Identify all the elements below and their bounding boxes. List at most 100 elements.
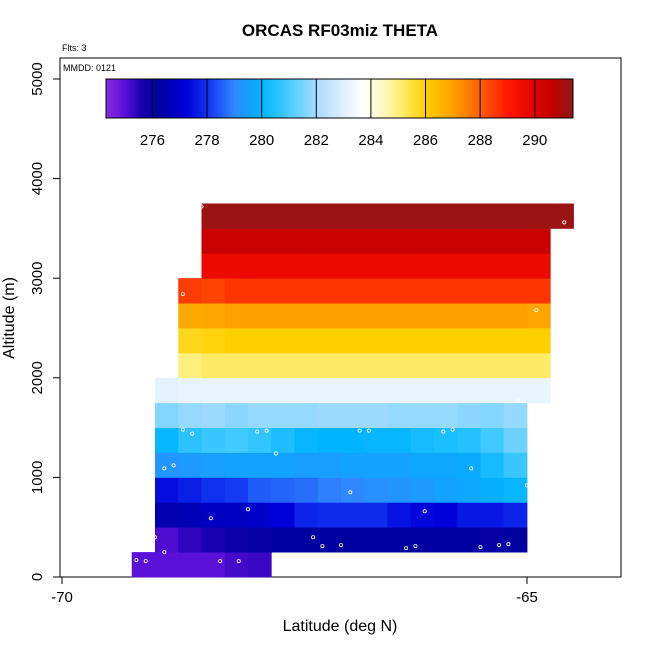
heatmap-cell bbox=[503, 352, 528, 379]
heatmap-cell bbox=[178, 552, 202, 578]
heatmap-cell bbox=[387, 328, 412, 354]
heatmap-cell bbox=[434, 278, 458, 304]
sample-point bbox=[404, 546, 409, 551]
heatmap-cell bbox=[224, 377, 249, 404]
heatmap-cell bbox=[248, 278, 272, 304]
heatmap-cell bbox=[480, 328, 505, 354]
heatmap-cell bbox=[387, 278, 412, 304]
heatmap-cell bbox=[410, 328, 435, 354]
heatmap-cell bbox=[271, 278, 295, 304]
x-axis-label: Latitude (deg N) bbox=[283, 618, 398, 635]
colorbar bbox=[105, 78, 574, 119]
heatmap-cell bbox=[248, 328, 272, 354]
x-tick-label: -70 bbox=[51, 589, 73, 606]
heatmap-cell bbox=[457, 452, 481, 478]
heatmap-cell bbox=[457, 328, 481, 354]
heatmap-cell bbox=[201, 477, 226, 503]
heatmap-cell bbox=[294, 427, 319, 453]
heatmap-cell bbox=[178, 303, 202, 329]
heatmap-cell bbox=[317, 352, 342, 379]
heatmap-cell bbox=[224, 427, 249, 453]
heatmap-cell bbox=[224, 203, 249, 229]
heatmap-cell bbox=[178, 352, 202, 379]
sample-point bbox=[357, 428, 362, 433]
heatmap-cell bbox=[131, 552, 156, 578]
heatmap-cell bbox=[341, 402, 365, 428]
heatmap-cell bbox=[341, 452, 365, 478]
heatmap-cell bbox=[457, 527, 481, 553]
heatmap-cell bbox=[387, 452, 412, 478]
heatmap-cell bbox=[434, 502, 458, 528]
heatmap-cell bbox=[248, 253, 272, 279]
heatmap-cell bbox=[364, 502, 388, 528]
heatmap-cell bbox=[410, 253, 435, 279]
heatmap-cell bbox=[317, 502, 342, 528]
heatmap-cell bbox=[341, 527, 365, 553]
heatmap-cell bbox=[387, 228, 412, 254]
heatmap-cell bbox=[457, 402, 481, 428]
heatmap-cell bbox=[317, 328, 342, 354]
heatmap-cell bbox=[410, 278, 435, 304]
heatmap-cell bbox=[224, 253, 249, 279]
heatmap-cell bbox=[410, 352, 435, 379]
heatmap-cell bbox=[178, 527, 202, 553]
heatmap-cell bbox=[178, 402, 202, 428]
heatmap-cell bbox=[480, 402, 505, 428]
heatmap-cell bbox=[271, 402, 295, 428]
heatmap-cell bbox=[480, 452, 505, 478]
heatmap-cell bbox=[224, 502, 249, 528]
heatmap-cell bbox=[317, 203, 342, 229]
heatmap-cell bbox=[294, 527, 319, 553]
heatmap-cell bbox=[550, 203, 574, 229]
heatmap-cell bbox=[387, 427, 412, 453]
sample-point bbox=[171, 463, 176, 468]
heatmap-cell bbox=[224, 278, 249, 304]
heatmap-cell bbox=[503, 402, 528, 428]
colorbar-tick-label: 290 bbox=[522, 132, 547, 149]
heatmap-cell bbox=[201, 452, 226, 478]
sample-point bbox=[348, 490, 353, 495]
heatmap-cell bbox=[271, 303, 295, 329]
heatmap-cell bbox=[527, 253, 551, 279]
heatmap-cell bbox=[201, 427, 226, 453]
heatmap-cell bbox=[434, 203, 458, 229]
heatmap-cell bbox=[503, 278, 528, 304]
heatmap-cell bbox=[364, 527, 388, 553]
heatmap-cell bbox=[248, 303, 272, 329]
heatmap-cell bbox=[480, 502, 505, 528]
heatmap-cell bbox=[155, 502, 179, 528]
heatmap-cell bbox=[271, 452, 295, 478]
heatmap-cell bbox=[248, 452, 272, 478]
heatmap-cell bbox=[387, 527, 412, 553]
heatmap-cell bbox=[503, 452, 528, 478]
heatmap-cell bbox=[271, 203, 295, 229]
y-axis: 0 1000 2000 3000 4000 5000 bbox=[29, 62, 60, 581]
heatmap-cell bbox=[410, 303, 435, 329]
sample-point bbox=[320, 544, 325, 549]
heatmap-cell bbox=[224, 527, 249, 553]
sample-point bbox=[366, 428, 371, 433]
y-tick-label: 4000 bbox=[29, 162, 46, 195]
y-tick-label: 1000 bbox=[29, 461, 46, 494]
sample-point bbox=[218, 559, 223, 564]
heatmap-cell bbox=[410, 402, 435, 428]
heatmap-cell bbox=[387, 477, 412, 503]
heatmap-cell bbox=[201, 377, 226, 404]
heatmap-cell bbox=[434, 228, 458, 254]
heatmap-cell bbox=[527, 278, 551, 304]
sample-point bbox=[562, 220, 567, 225]
sample-point bbox=[152, 535, 157, 540]
heatmap-cell bbox=[503, 527, 528, 553]
heatmap-cell bbox=[434, 253, 458, 279]
heatmap-cell bbox=[224, 328, 249, 354]
heatmap-cell bbox=[248, 228, 272, 254]
sample-point bbox=[338, 543, 343, 548]
heatmap-cell bbox=[155, 377, 179, 404]
heatmap-cell bbox=[434, 427, 458, 453]
heatmap-cell bbox=[271, 502, 295, 528]
heatmap-cell bbox=[271, 253, 295, 279]
heatmap-cell bbox=[480, 228, 505, 254]
heatmap-cell bbox=[224, 352, 249, 379]
heatmap-cell bbox=[248, 502, 272, 528]
sample-point bbox=[497, 543, 502, 548]
